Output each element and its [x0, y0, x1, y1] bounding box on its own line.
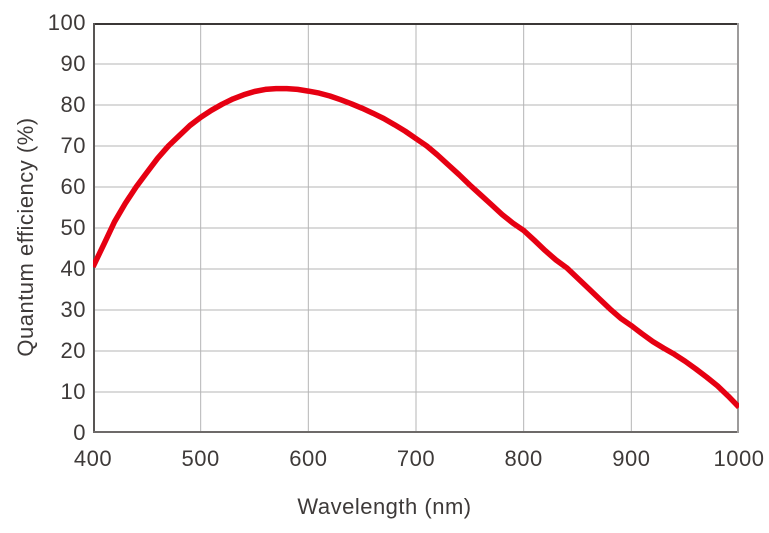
x-axis-title: Wavelength (nm)	[297, 494, 472, 519]
y-tick-label-90: 90	[60, 51, 86, 76]
quantum-efficiency-curve	[93, 85, 739, 410]
x-tick-label-1000: 1000	[713, 446, 765, 471]
x-tick-label-600: 600	[289, 446, 328, 471]
y-tick-label-50: 50	[60, 215, 86, 240]
x-tick-label-800: 800	[504, 446, 543, 471]
x-tick-label-700: 700	[396, 446, 436, 471]
y-tick-label-100: 100	[47, 10, 86, 35]
plot-frame	[93, 23, 739, 433]
y-tick-label-10: 10	[60, 379, 86, 404]
x-tick-label-400: 400	[73, 446, 113, 471]
y-tick-label-20: 20	[60, 338, 86, 363]
gridlines	[93, 23, 739, 433]
x-tick-label-900: 900	[612, 446, 651, 471]
y-tick-label-80: 80	[60, 92, 86, 117]
y-tick-label-0: 0	[73, 420, 86, 445]
y-tick-label-70: 70	[60, 133, 86, 158]
plot-area	[93, 23, 739, 433]
chart-canvas	[93, 23, 739, 433]
x-tick-label-500: 500	[181, 446, 220, 471]
y-tick-label-40: 40	[60, 256, 86, 281]
y-tick-label-30: 30	[60, 297, 86, 322]
y-tick-label-60: 60	[60, 174, 86, 199]
